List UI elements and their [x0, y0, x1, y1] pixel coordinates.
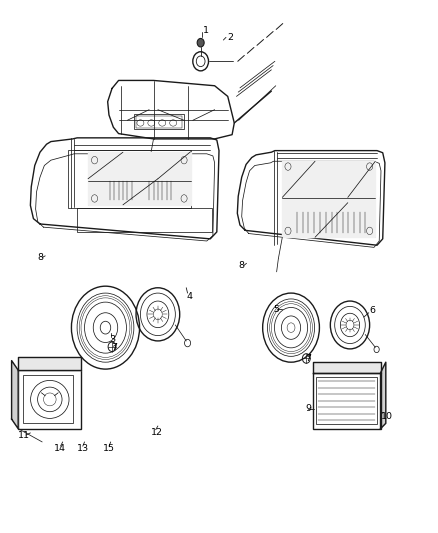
Polygon shape [283, 161, 375, 237]
Bar [313, 373, 381, 429]
Polygon shape [18, 357, 81, 370]
Text: 10: 10 [381, 412, 393, 421]
Text: 13: 13 [77, 445, 89, 454]
Text: 8: 8 [37, 253, 43, 262]
Text: 11: 11 [18, 431, 30, 440]
Bar [22, 375, 73, 423]
Bar [68, 150, 191, 208]
Text: 7: 7 [111, 343, 117, 352]
Polygon shape [381, 362, 386, 429]
Text: 15: 15 [103, 445, 115, 454]
Text: 4: 4 [186, 292, 192, 301]
Text: 2: 2 [228, 33, 234, 42]
Bar [134, 115, 184, 130]
Bar [77, 208, 212, 232]
Bar [88, 152, 191, 205]
Bar [316, 377, 377, 424]
Bar [136, 116, 182, 128]
Bar [283, 161, 375, 237]
Bar [295, 212, 328, 233]
Text: 7: 7 [305, 354, 311, 363]
Text: 3: 3 [109, 335, 115, 344]
Bar [330, 212, 367, 233]
Text: 8: 8 [239, 261, 245, 270]
Polygon shape [88, 152, 191, 205]
Text: 5: 5 [274, 304, 279, 313]
Polygon shape [313, 362, 381, 373]
Text: 6: 6 [370, 305, 376, 314]
Bar [106, 181, 141, 200]
Text: 14: 14 [54, 445, 66, 454]
Polygon shape [12, 361, 18, 429]
Text: 1: 1 [203, 26, 209, 35]
Text: 9: 9 [305, 405, 311, 414]
Text: 12: 12 [150, 428, 162, 437]
Bar [145, 181, 180, 200]
Bar [18, 370, 81, 429]
Circle shape [197, 38, 204, 47]
